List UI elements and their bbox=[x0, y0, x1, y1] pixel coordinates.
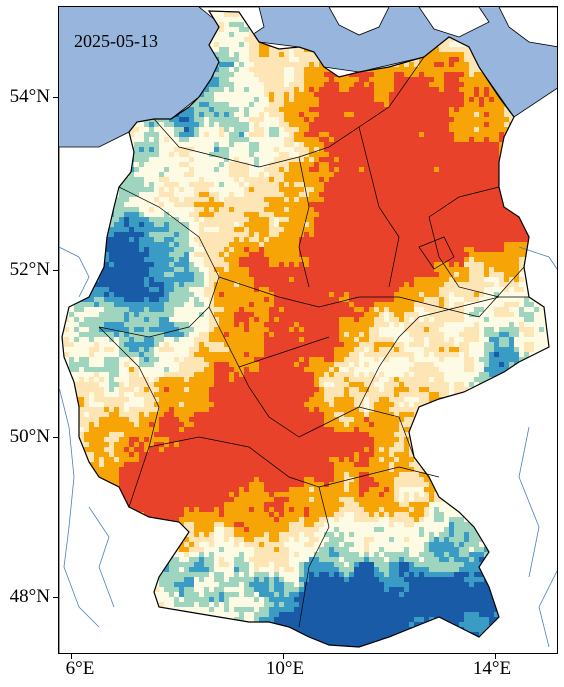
map-frame: 2025-05-13 bbox=[58, 6, 558, 654]
river-line bbox=[59, 246, 90, 298]
state-border bbox=[218, 266, 525, 318]
state-border bbox=[318, 466, 440, 488]
map-date-label: 2025-05-13 bbox=[74, 31, 158, 51]
state-border bbox=[238, 336, 330, 368]
neighbour-coast bbox=[418, 7, 490, 38]
lat-tick-label: 52°N bbox=[9, 259, 50, 280]
lon-tick-mark bbox=[283, 654, 284, 659]
state-border bbox=[298, 156, 310, 288]
lat-tick-label: 54°N bbox=[9, 86, 50, 107]
state-border bbox=[148, 436, 330, 628]
state-border bbox=[418, 236, 455, 270]
river-line bbox=[59, 386, 100, 628]
state-border bbox=[98, 326, 160, 508]
germany-outline bbox=[61, 10, 550, 648]
river-line bbox=[88, 506, 115, 608]
lat-tick-label: 50°N bbox=[9, 426, 50, 447]
state-border bbox=[358, 126, 400, 288]
lat-tick-mark bbox=[53, 270, 58, 271]
river-line bbox=[538, 570, 557, 648]
lat-tick-mark bbox=[53, 597, 58, 598]
neighbour-coast bbox=[498, 7, 557, 48]
state-border bbox=[208, 306, 415, 458]
lon-tick-mark bbox=[495, 654, 496, 659]
lon-tick-label: 10°E bbox=[265, 658, 305, 679]
germany-drought-map bbox=[59, 7, 557, 653]
lon-tick-label: 6°E bbox=[65, 658, 95, 679]
state-border bbox=[428, 186, 500, 298]
lon-tick-label: 14°E bbox=[472, 658, 512, 679]
river-line bbox=[518, 426, 540, 578]
lon-tick-mark bbox=[71, 654, 72, 659]
state-border bbox=[98, 186, 220, 338]
neighbour-coast bbox=[328, 7, 390, 36]
lat-tick-mark bbox=[53, 437, 58, 438]
lat-tick-label: 48°N bbox=[9, 586, 50, 607]
rivers bbox=[59, 246, 557, 648]
river-line bbox=[518, 246, 557, 270]
state-borders bbox=[98, 56, 529, 628]
lat-tick-mark bbox=[53, 97, 58, 98]
